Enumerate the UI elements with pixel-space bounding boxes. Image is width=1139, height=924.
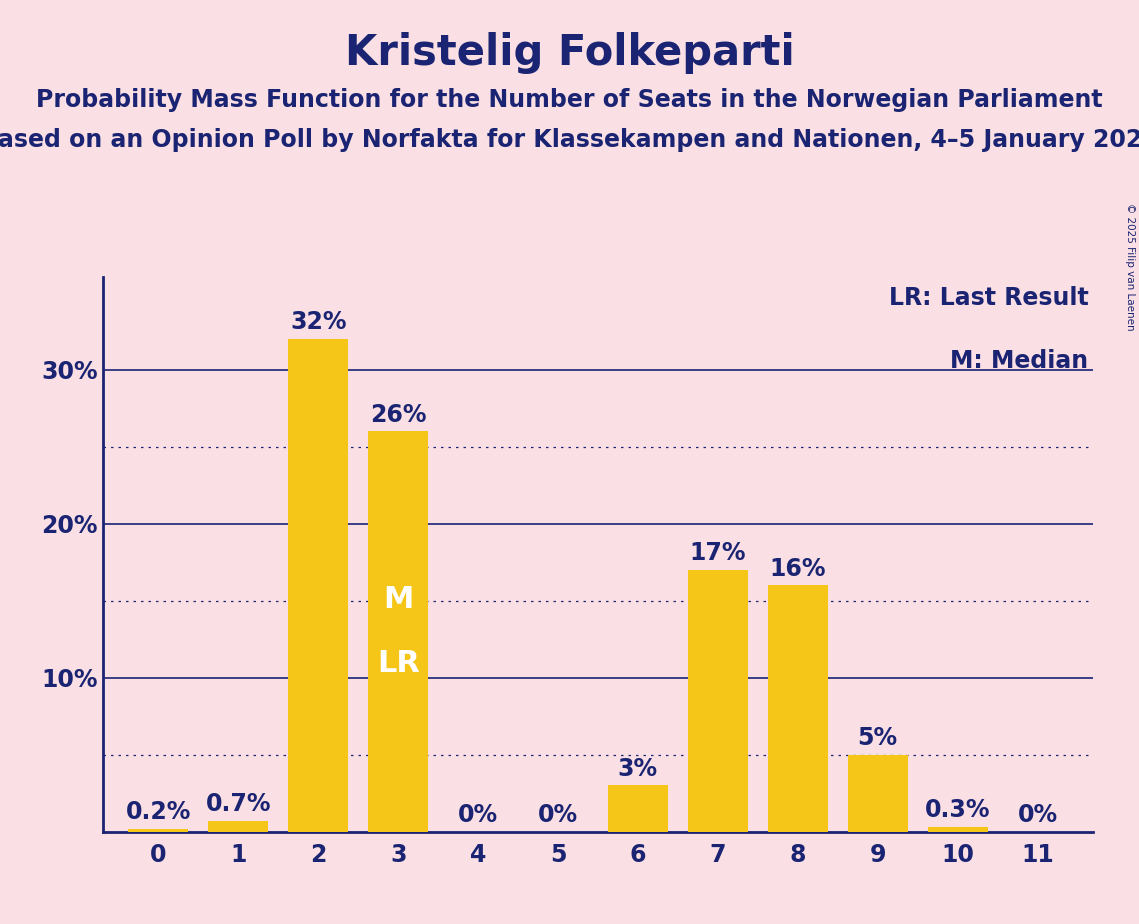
Bar: [927, 827, 988, 832]
Text: 26%: 26%: [370, 403, 426, 427]
Text: 0%: 0%: [1017, 803, 1058, 827]
Text: 3%: 3%: [617, 757, 658, 781]
Text: LR: LR: [377, 649, 419, 678]
Text: 16%: 16%: [770, 556, 826, 580]
Text: 0.2%: 0.2%: [125, 800, 191, 824]
Text: 0.3%: 0.3%: [925, 798, 990, 822]
Bar: [129, 829, 188, 832]
Text: Based on an Opinion Poll by Norfakta for Klassekampen and Nationen, 4–5 January : Based on an Opinion Poll by Norfakta for…: [0, 128, 1139, 152]
Text: 0.7%: 0.7%: [206, 792, 271, 816]
Text: 32%: 32%: [290, 310, 346, 334]
Text: 0%: 0%: [538, 803, 579, 827]
Bar: [208, 821, 269, 832]
Text: © 2025 Filip van Laenen: © 2025 Filip van Laenen: [1125, 203, 1134, 331]
Bar: [288, 339, 349, 832]
Text: Probability Mass Function for the Number of Seats in the Norwegian Parliament: Probability Mass Function for the Number…: [36, 88, 1103, 112]
Text: LR: Last Result: LR: Last Result: [888, 286, 1089, 310]
Text: 0%: 0%: [458, 803, 498, 827]
Bar: [608, 785, 667, 832]
Text: 5%: 5%: [858, 726, 898, 750]
Text: 17%: 17%: [689, 541, 746, 565]
Bar: [847, 755, 908, 832]
Bar: [368, 432, 428, 832]
Text: M: M: [383, 585, 413, 614]
Text: M: Median: M: Median: [950, 349, 1089, 373]
Text: Kristelig Folkeparti: Kristelig Folkeparti: [345, 32, 794, 74]
Bar: [768, 585, 828, 832]
Bar: [688, 570, 748, 832]
